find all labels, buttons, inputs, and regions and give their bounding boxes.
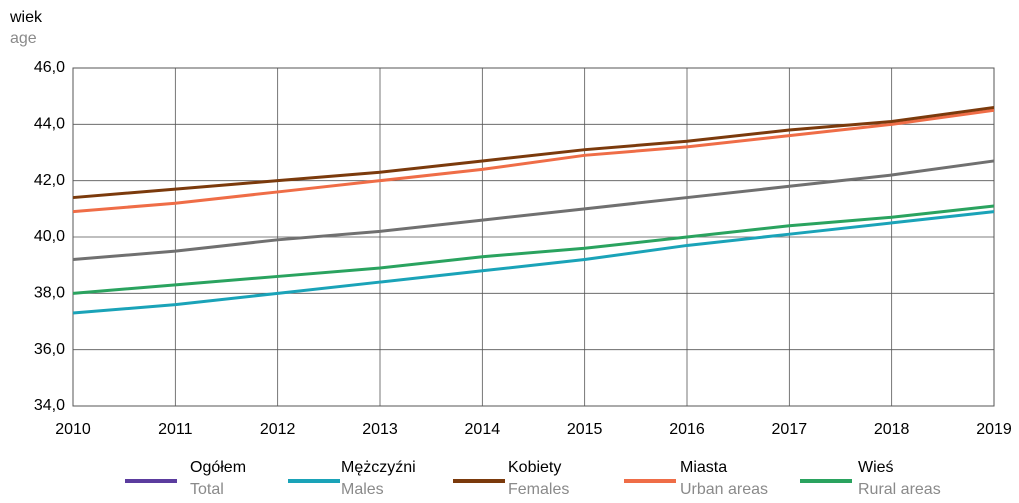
line-series [72,204,995,295]
legend-label-en: Females [508,481,569,498]
x-tick-label: 2019 [976,421,1012,438]
y-tick-label: 36,0 [34,341,65,358]
y-tick-label: 38,0 [34,285,65,302]
x-tick-label: 2016 [669,421,705,438]
x-tick-label: 2012 [260,421,296,438]
plot-frame [72,67,995,407]
legend-label: Ogółem [190,459,246,476]
legend-label: Miasta [680,459,727,476]
legend-label-en: Males [341,481,384,498]
y-tick-label: 34,0 [34,397,65,414]
line-series [72,105,995,200]
x-tick-label: 2017 [772,421,808,438]
y-axis-label: wiek [9,9,43,26]
x-tick-label: 2010 [55,421,91,438]
x-tick-label: 2018 [874,421,910,438]
y-tick-label: 40,0 [34,228,65,245]
x-tick-label: 2011 [158,421,193,438]
legend-label-en: Rural areas [858,481,941,498]
y-tick-label: 44,0 [34,116,65,133]
y-tick-label: 42,0 [34,172,65,189]
y-axis-label-en: age [10,30,37,47]
x-tick-label: 2013 [362,421,398,438]
y-tick-label: 46,0 [34,59,65,76]
legend-label: Kobiety [508,459,561,476]
legend-label: Wieś [858,459,894,476]
line-series [72,210,995,315]
line-series [72,108,995,214]
legend-label: Mężczyźni [341,459,416,476]
legend-label-en: Urban areas [680,481,768,498]
legend-label-en: Total [190,481,224,498]
x-tick-label: 2015 [567,421,603,438]
line-series [72,159,995,262]
x-tick-label: 2014 [465,421,501,438]
